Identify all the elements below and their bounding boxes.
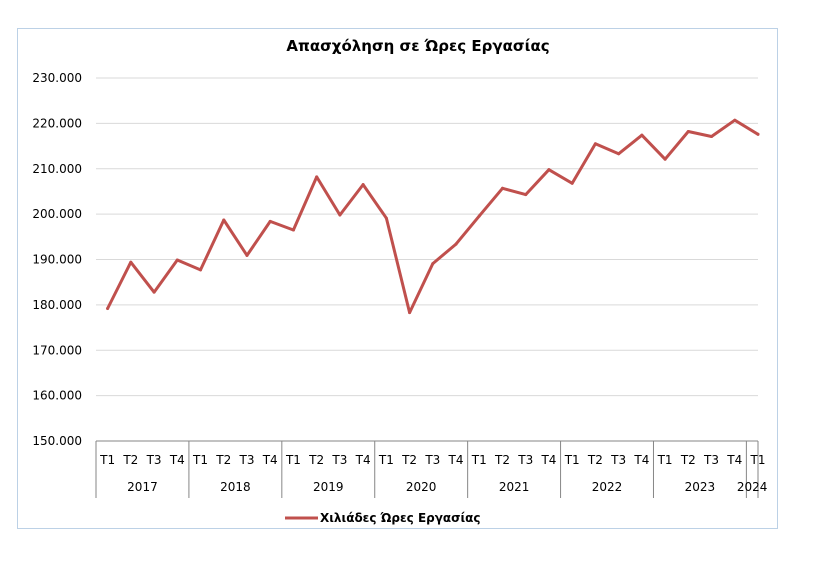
x-tick-label: Τ1 bbox=[99, 453, 115, 467]
data-point bbox=[199, 268, 203, 272]
x-axis: Τ1 Τ2 Τ3 Τ4 Τ1 Τ2 Τ3 Τ4 Τ1 Τ2 Τ3 Τ4 Τ1 Τ2 Τ3 Τ4 Τ1 Τ2 Τ3 Τ4… bbox=[95, 440, 768, 498]
x-tick-label: Τ3 bbox=[331, 453, 347, 467]
y-tick-label: 220.000 bbox=[32, 116, 82, 130]
x-tick-label: Τ2 bbox=[215, 453, 231, 467]
y-tick-label: 190.000 bbox=[32, 253, 82, 267]
x-tick-label: Τ2 bbox=[401, 453, 417, 467]
x-tick-label: Τ2 bbox=[122, 453, 138, 467]
x-tick-label: Τ3 bbox=[703, 453, 719, 467]
series-line bbox=[106, 118, 760, 315]
y-tick-label: 180.000 bbox=[32, 298, 82, 312]
x-tick-label: Τ1 bbox=[564, 453, 580, 467]
gridlines bbox=[96, 77, 758, 397]
data-point bbox=[524, 193, 528, 197]
x-tick-label: Τ2 bbox=[587, 453, 603, 467]
series-layer bbox=[106, 118, 760, 315]
year-label: 2020 bbox=[406, 480, 437, 494]
data-point bbox=[431, 262, 435, 266]
y-tick-label: 210.000 bbox=[32, 162, 82, 176]
legend-label: Χιλιάδες Ώρες Εργασίας bbox=[320, 511, 481, 525]
data-point bbox=[338, 213, 342, 217]
x-tick-label: Τ4 bbox=[540, 453, 556, 467]
x-tick-label: Τ3 bbox=[238, 453, 254, 467]
x-tick-label: Τ3 bbox=[146, 453, 162, 467]
data-point bbox=[384, 216, 388, 220]
data-point bbox=[106, 307, 110, 311]
year-label: 2021 bbox=[499, 480, 530, 494]
x-tick-label: Τ3 bbox=[517, 453, 533, 467]
legend: Χιλιάδες Ώρες Εργασίας bbox=[285, 511, 481, 525]
data-point bbox=[291, 228, 295, 232]
x-tick-label: Τ4 bbox=[448, 453, 464, 467]
y-tick-label: 170.000 bbox=[32, 343, 82, 357]
x-tick-label: Τ1 bbox=[192, 453, 208, 467]
data-point bbox=[593, 142, 597, 146]
data-point bbox=[315, 175, 319, 179]
data-point bbox=[686, 130, 690, 134]
x-tick-label: Τ4 bbox=[726, 453, 742, 467]
x-tick-label: Τ4 bbox=[262, 453, 278, 467]
chart-title: Απασχόληση σε Ώρες Εργασίας bbox=[286, 37, 549, 55]
data-point bbox=[454, 242, 458, 246]
x-tick-label: Τ2 bbox=[494, 453, 510, 467]
data-point bbox=[222, 218, 226, 222]
data-point bbox=[129, 260, 133, 264]
y-tick-label: 160.000 bbox=[32, 389, 82, 403]
y-tick-label: 200.000 bbox=[32, 207, 82, 221]
data-point bbox=[268, 219, 272, 223]
y-axis-tick-labels: 150.000 160.000 170.000 180.000 190.000 200.0… bbox=[32, 71, 82, 448]
data-point bbox=[152, 290, 156, 294]
year-label: 2018 bbox=[220, 480, 251, 494]
x-tick-label: Τ4 bbox=[169, 453, 185, 467]
data-point bbox=[710, 135, 714, 139]
year-label: 2019 bbox=[313, 480, 344, 494]
x-tick-label: Τ4 bbox=[633, 453, 649, 467]
chart-frame: Απασχόληση σε Ώρες Εργασίας 150.000 160.0… bbox=[17, 28, 778, 529]
data-point bbox=[175, 258, 179, 262]
data-point bbox=[733, 118, 737, 122]
data-point bbox=[477, 214, 481, 218]
x-tick-label: Τ4 bbox=[355, 453, 371, 467]
data-point bbox=[663, 157, 667, 161]
x-tick-label: Τ3 bbox=[610, 453, 626, 467]
data-point bbox=[570, 181, 574, 185]
year-label: 2017 bbox=[127, 480, 158, 494]
x-tick-label: Τ1 bbox=[657, 453, 673, 467]
data-point bbox=[756, 132, 760, 136]
y-tick-label: 150.000 bbox=[32, 434, 82, 448]
y-tick-label: 230.000 bbox=[32, 71, 82, 85]
x-tick-label: Τ1 bbox=[285, 453, 301, 467]
x-tick-label: Τ1 bbox=[471, 453, 487, 467]
data-point bbox=[547, 168, 551, 172]
year-label: 2022 bbox=[592, 480, 623, 494]
x-tick-label: Τ1 bbox=[378, 453, 394, 467]
year-label: 2024 bbox=[737, 480, 768, 494]
data-point bbox=[500, 186, 504, 190]
data-point bbox=[640, 133, 644, 137]
data-point bbox=[617, 152, 621, 156]
data-point bbox=[361, 183, 365, 187]
year-label: 2023 bbox=[685, 480, 716, 494]
x-tick-label: Τ3 bbox=[424, 453, 440, 467]
line-chart: Απασχόληση σε Ώρες Εργασίας 150.000 160.0… bbox=[32, 37, 768, 525]
data-point bbox=[408, 311, 412, 315]
data-point bbox=[245, 253, 249, 257]
x-tick-label: Τ2 bbox=[308, 453, 324, 467]
x-tick-label: Τ2 bbox=[680, 453, 696, 467]
